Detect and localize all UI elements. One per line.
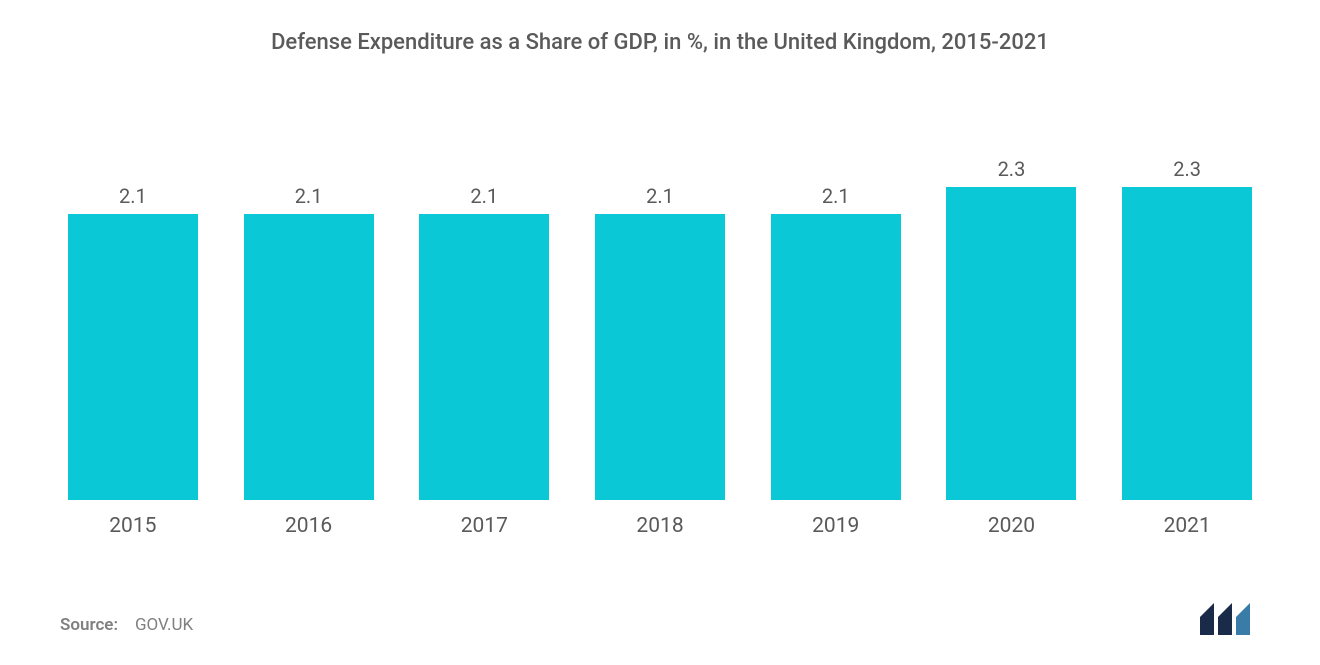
bar bbox=[68, 214, 198, 500]
bar bbox=[595, 214, 725, 500]
x-axis-label: 2017 bbox=[461, 514, 508, 538]
plot-area: 2.1 2015 2.1 2016 2.1 2017 2.1 2018 2.1 2019 2.3 20… bbox=[50, 135, 1270, 538]
x-axis-label: 2020 bbox=[988, 514, 1035, 538]
bar-group: 2.1 2015 bbox=[60, 184, 206, 538]
x-axis-label: 2016 bbox=[285, 514, 332, 538]
bar bbox=[771, 214, 901, 500]
source-label: Source: bbox=[60, 615, 118, 635]
bar-group: 2.1 2017 bbox=[411, 184, 557, 538]
x-axis-label: 2015 bbox=[109, 514, 156, 538]
bar-value-label: 2.3 bbox=[998, 157, 1026, 181]
source-text: Source: GOV.UK bbox=[60, 615, 193, 635]
bar bbox=[419, 214, 549, 500]
x-axis-label: 2018 bbox=[636, 514, 683, 538]
bar-value-label: 2.1 bbox=[822, 184, 850, 208]
footer-row: Source: GOV.UK bbox=[50, 603, 1270, 635]
bar-value-label: 2.3 bbox=[1173, 157, 1201, 181]
bar-group: 2.1 2016 bbox=[236, 184, 382, 538]
bar bbox=[1122, 187, 1252, 500]
logo-bar-1 bbox=[1200, 603, 1214, 635]
logo-bar-3 bbox=[1236, 603, 1250, 635]
chart-container: Defense Expenditure as a Share of GDP, i… bbox=[0, 0, 1320, 665]
bar-value-label: 2.1 bbox=[470, 184, 498, 208]
source-value: GOV.UK bbox=[135, 615, 193, 635]
x-axis-label: 2019 bbox=[812, 514, 859, 538]
logo-bar-2 bbox=[1218, 603, 1232, 635]
bar-value-label: 2.1 bbox=[119, 184, 147, 208]
bar-group: 2.1 2019 bbox=[763, 184, 909, 538]
bar bbox=[244, 214, 374, 500]
bar-value-label: 2.1 bbox=[646, 184, 674, 208]
x-axis-label: 2021 bbox=[1164, 514, 1211, 538]
bar-value-label: 2.1 bbox=[295, 184, 323, 208]
brand-logo-icon bbox=[1200, 603, 1260, 635]
bar bbox=[946, 187, 1076, 500]
chart-title: Defense Expenditure as a Share of GDP, i… bbox=[50, 30, 1270, 55]
bar-group: 2.1 2018 bbox=[587, 184, 733, 538]
bar-group: 2.3 2021 bbox=[1114, 157, 1260, 538]
bar-group: 2.3 2020 bbox=[939, 157, 1085, 538]
